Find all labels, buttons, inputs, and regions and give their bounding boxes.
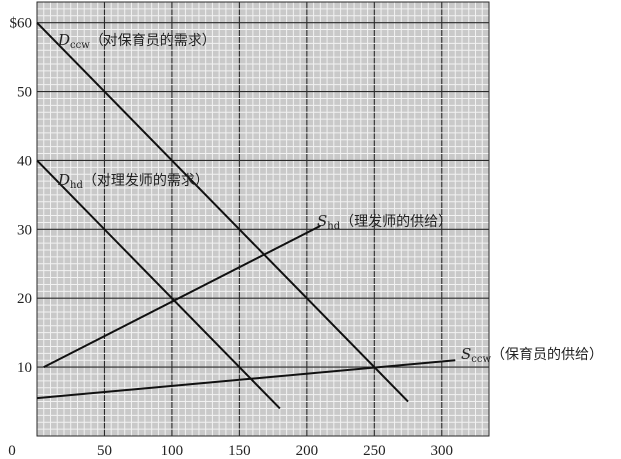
x-tick-label: 300 — [431, 443, 454, 459]
x-tick-label: 0 — [8, 443, 16, 459]
y-tick-label: 10 — [17, 360, 32, 376]
y-tick-label: 50 — [17, 85, 32, 101]
y-tick-label: 40 — [17, 153, 32, 169]
grid — [37, 2, 489, 436]
x-tick-label: 50 — [97, 443, 112, 459]
y-tick-label: $60 — [10, 16, 33, 32]
series-line-2 — [43, 224, 321, 369]
series-label-0: Dccw（对保育员的需求） — [57, 31, 216, 51]
plot-border — [36, 1, 490, 437]
x-tick-label: 150 — [228, 443, 251, 459]
series-line-0 — [36, 21, 409, 403]
series-label-3: Sccw（保育员的供给） — [461, 345, 603, 365]
x-tick-label: 100 — [161, 443, 184, 459]
series-line-3 — [36, 359, 456, 400]
series-label-2: Shd（理发师的供给） — [317, 212, 452, 232]
series-label-1: Dhd（对理发师的需求） — [57, 171, 209, 191]
x-tick-label: 250 — [363, 443, 386, 459]
x-tick-label: 200 — [296, 443, 319, 459]
y-tick-label: 30 — [17, 222, 32, 238]
series-line-1 — [36, 159, 281, 410]
y-tick-label: 20 — [17, 291, 32, 307]
